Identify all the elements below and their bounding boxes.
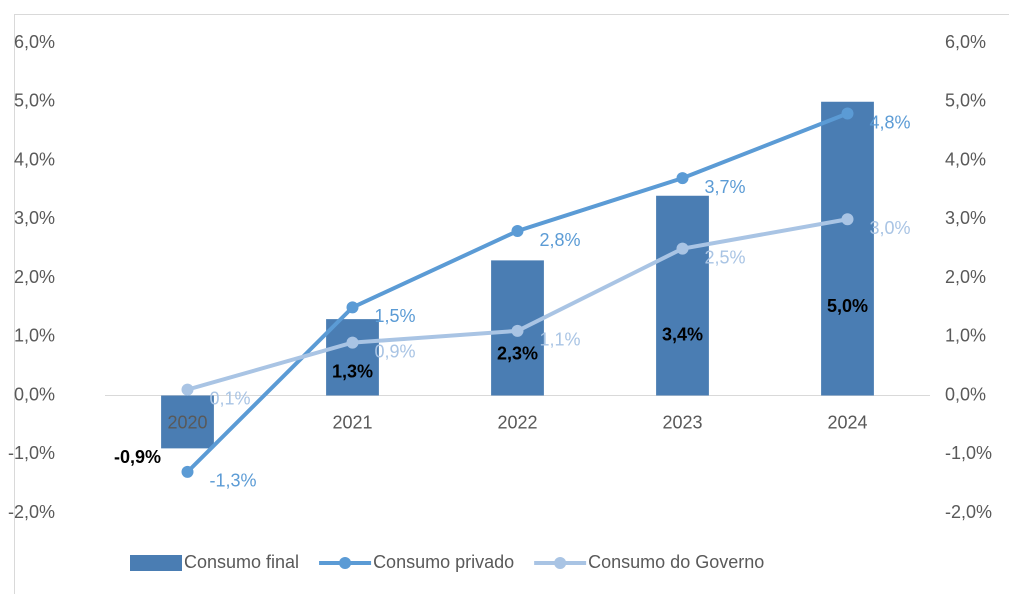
x-tick-label: 2021 (332, 412, 372, 432)
legend-swatch (339, 557, 352, 569)
point (346, 301, 359, 314)
legend-label: Consumo final (184, 552, 299, 572)
y2-tick-label: 2,0% (945, 267, 986, 287)
chart-frame (14, 14, 1009, 594)
bar-value-label: 1,3% (332, 361, 373, 381)
y-tick-label: 4,0% (14, 149, 55, 169)
point-value-label: 3,0% (870, 218, 911, 238)
y2-tick-label: 4,0% (945, 149, 986, 169)
point (511, 225, 524, 237)
y2-tick-label: 6,0% (945, 32, 986, 52)
y-tick-label: 2,0% (14, 267, 55, 287)
legend-swatch (554, 557, 567, 569)
point (346, 336, 359, 349)
x-tick-label: 2023 (662, 412, 702, 432)
point-value-label: 0,1% (210, 388, 251, 408)
point-value-label: -1,3% (210, 471, 257, 491)
y-tick-label: 1,0% (14, 326, 55, 346)
y-tick-label: 5,0% (14, 91, 55, 111)
x-tick-label: 2024 (827, 412, 867, 432)
legend-label: Consumo do Governo (588, 552, 764, 572)
bar-value-label: 3,4% (662, 324, 703, 344)
bar-value-label: 2,3% (497, 344, 538, 364)
point-value-label: 1,1% (540, 330, 581, 350)
point (676, 242, 689, 255)
bar (821, 101, 874, 396)
y-tick-label: 6,0% (14, 32, 55, 52)
y2-tick-label: 0,0% (945, 384, 986, 404)
y2-tick-label: 3,0% (945, 208, 986, 228)
bar (326, 319, 379, 396)
y-tick-label: 0,0% (14, 384, 55, 404)
point-value-label: 4,8% (870, 112, 911, 132)
y2-tick-label: -2,0% (945, 502, 992, 522)
bar (656, 195, 709, 396)
point-value-label: 1,5% (375, 306, 416, 326)
bar (161, 395, 214, 449)
point (181, 465, 194, 478)
y-tick-label: -2,0% (8, 502, 55, 522)
y-tick-label: 3,0% (14, 208, 55, 228)
bar-value-label: 5,0% (827, 296, 868, 316)
point (181, 383, 194, 396)
point (841, 107, 854, 120)
point-value-label: 3,7% (705, 177, 746, 197)
point-value-label: 2,8% (540, 230, 581, 250)
y2-tick-label: 5,0% (945, 91, 986, 111)
y-tick-label: -1,0% (8, 443, 55, 463)
point (511, 324, 524, 337)
legend-swatch (130, 555, 182, 571)
point-value-label: 0,9% (375, 341, 416, 361)
point-value-label: 2,5% (705, 247, 746, 267)
point (676, 172, 689, 185)
y2-tick-label: -1,0% (945, 443, 992, 463)
bar-value-label: -0,9% (114, 447, 161, 467)
legend-label: Consumo privado (373, 552, 514, 572)
point (841, 213, 854, 226)
x-tick-label: 2022 (497, 412, 537, 432)
y2-tick-label: 1,0% (945, 326, 986, 346)
x-tick-label: 2020 (167, 412, 207, 432)
